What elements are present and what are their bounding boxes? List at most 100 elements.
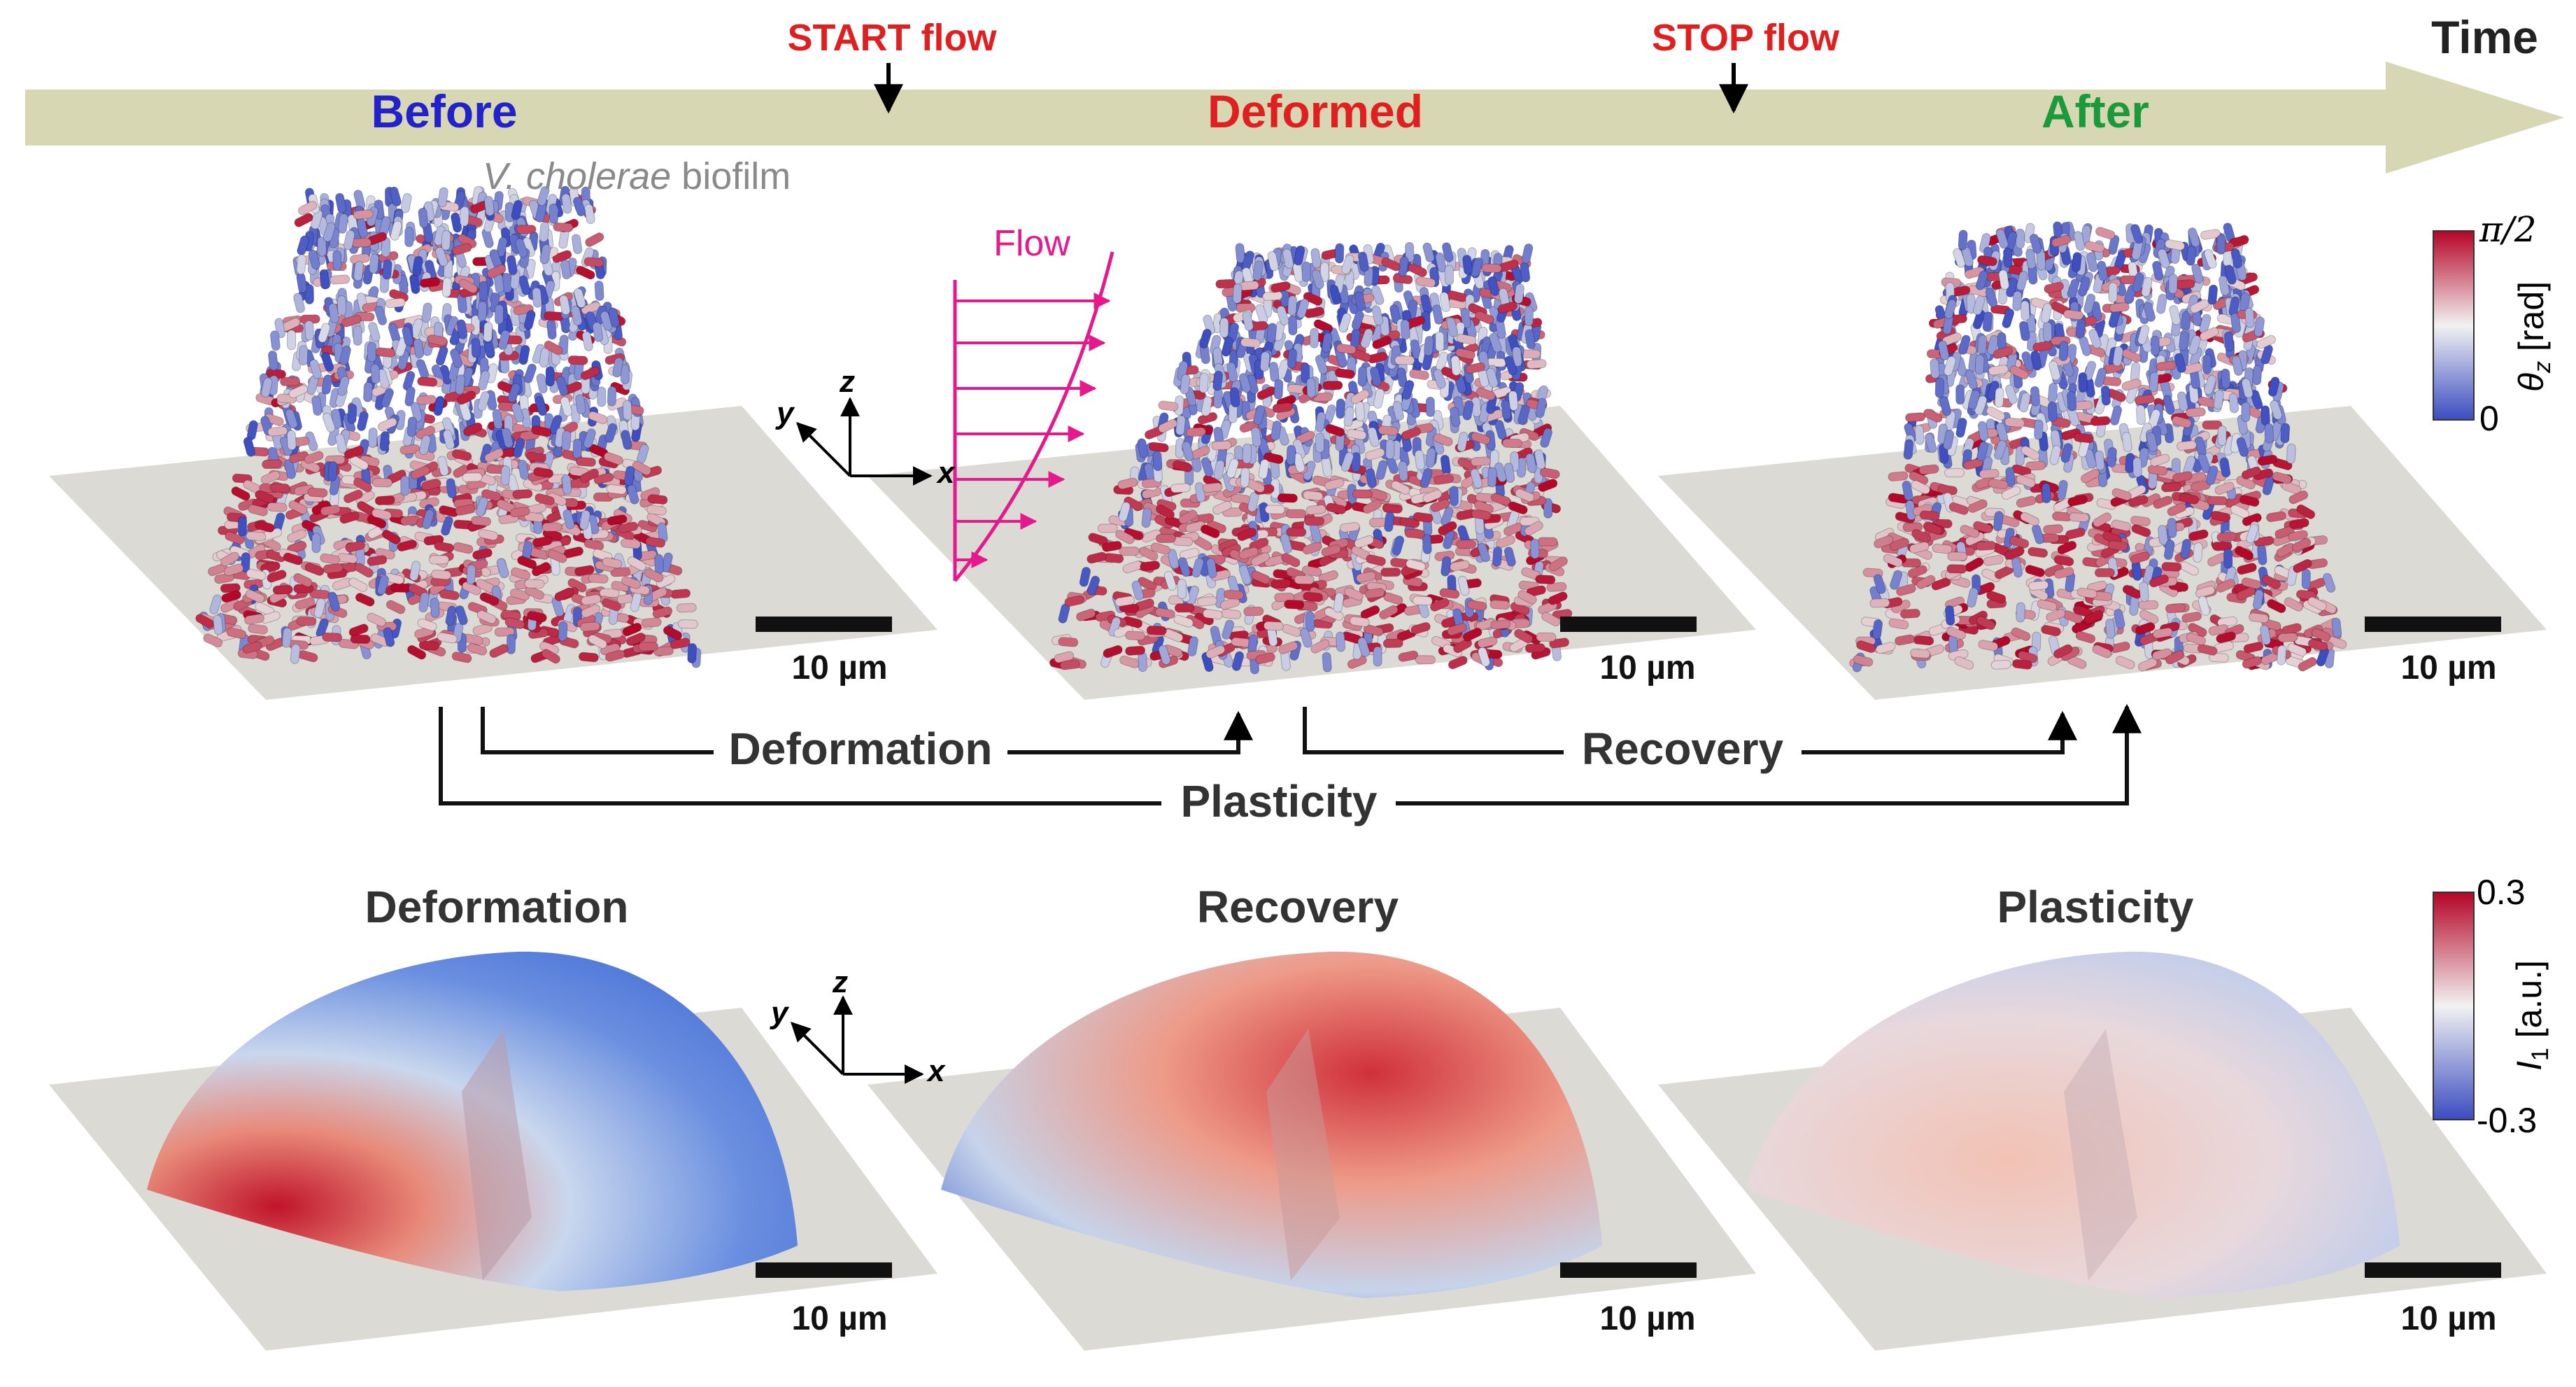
bacterial-cell (670, 638, 691, 649)
bacterial-cell (583, 257, 604, 268)
bacterial-cell (2168, 274, 2178, 294)
bacterial-cell (351, 238, 371, 248)
bacterial-cell (2043, 524, 2064, 535)
bacterial-cell (1286, 509, 1307, 519)
bacterial-cell (409, 274, 420, 295)
bacterial-cell (1305, 611, 1315, 632)
bacterial-cell (1944, 468, 1965, 478)
bacterial-cell (2041, 483, 2051, 504)
bacterial-cell (1232, 283, 1243, 304)
bacterial-cell (327, 461, 338, 481)
bacterial-cell (670, 589, 691, 599)
bacterial-cell (1354, 401, 1365, 422)
deformed-label: Deformed (1208, 85, 1423, 137)
bacterial-cell (1294, 575, 1315, 585)
bacterial-cell (1125, 631, 1146, 641)
bacterial-cell (607, 386, 617, 407)
bacterial-cell (466, 564, 476, 585)
bacterial-cell (320, 352, 334, 372)
bacterial-cell (2264, 423, 2274, 444)
bacterial-cell (320, 505, 341, 516)
bacterial-cell (1174, 603, 1195, 613)
bacterial-cell (1177, 579, 1187, 599)
bacterial-cell (1287, 295, 1298, 316)
scale-bar-label: 10 µm (1599, 649, 1695, 687)
bacterial-cell (2012, 290, 2023, 311)
bacterial-cell (431, 569, 452, 580)
bacterial-cell (1526, 359, 1547, 369)
bacterial-cell (1424, 335, 1434, 356)
bacterial-cell (1268, 361, 1280, 382)
bacterial-cell (2185, 407, 2206, 418)
bacterial-cell (1271, 579, 1291, 589)
panel-plasticity-map: 10 µm (1658, 951, 2547, 1351)
bacterial-cell (512, 489, 533, 499)
bacterial-cell (544, 311, 565, 321)
bacterial-cell (2071, 252, 2082, 272)
bacterial-cell (599, 588, 620, 598)
bacterial-cell (478, 370, 490, 390)
cell-cluster-before (195, 185, 702, 668)
bacterial-cell (2169, 305, 2181, 325)
bacterial-cell (2078, 372, 2088, 393)
bacterial-cell (1450, 355, 1462, 376)
bacterial-cell (2331, 617, 2342, 638)
bacterial-cell (483, 321, 493, 342)
bacterial-cell (2016, 602, 2025, 623)
bacterial-cell (1286, 444, 1296, 465)
bacterial-cell (2260, 405, 2270, 426)
bacterial-cell (542, 522, 562, 532)
bacterial-cell (2223, 331, 2235, 352)
bacterial-cell (304, 283, 314, 304)
bacterial-cell (2301, 568, 2311, 589)
bacterial-cell (407, 645, 427, 660)
bacterial-cell (2216, 234, 2226, 255)
bacterial-cell (374, 495, 395, 506)
biofilm-label: V. cholerae biofilm (483, 155, 791, 197)
deformation-bracket-label: Deformation (729, 724, 993, 774)
bacterial-cell (1435, 331, 1445, 352)
bacterial-cell (1899, 608, 1920, 619)
bacterial-cell (262, 459, 283, 470)
axis-z-label: z (839, 365, 855, 399)
bacterial-cell (2015, 228, 2025, 249)
bacterial-cell (322, 632, 343, 642)
bacterial-cell (1243, 606, 1264, 617)
bacterial-cell (1412, 596, 1433, 606)
bacterial-cell (418, 640, 439, 651)
bacterial-cell (1398, 460, 1408, 481)
bacterial-cell (1958, 230, 1968, 251)
scale-bar-label: 10 µm (791, 1300, 887, 1337)
colorbar-max: π/2 (2479, 209, 2537, 250)
bacterial-cell (2280, 423, 2291, 444)
recovery-bracket-label: Recovery (1582, 724, 1784, 774)
bacterial-cell (1287, 348, 1298, 369)
bacterial-cell (1994, 387, 2004, 408)
bacterial-cell (494, 304, 504, 325)
bacterial-cell (597, 386, 607, 407)
bacterial-cell (1947, 551, 1968, 561)
bacterial-cell (546, 319, 557, 340)
bacterial-cell (1944, 605, 1955, 626)
bacterial-cell (2109, 302, 2130, 313)
bacterial-cell (296, 254, 306, 275)
bacterial-cell (2105, 619, 2116, 639)
bacterial-cell (1336, 631, 1346, 652)
bacterial-cell (1378, 425, 1399, 436)
axis-z-label: z (832, 965, 848, 999)
axes-icon-top (796, 397, 933, 486)
bacterial-cell (2138, 600, 2159, 610)
bacterial-cell (2221, 368, 2231, 389)
bacterial-cell (1990, 659, 2011, 670)
bacterial-cell (272, 584, 293, 595)
bacterial-cell (507, 255, 518, 276)
panel-before: V. cholerae biofilm 10 µm (49, 155, 937, 700)
bacterial-cell (455, 374, 465, 395)
bacterial-cell (430, 598, 440, 618)
bacterial-cell (677, 619, 698, 629)
timeline: Before Deformed After START flow STOP fl… (25, 11, 2564, 174)
bacterial-cell (319, 269, 330, 290)
bacterial-cell (280, 376, 301, 386)
bacterial-cell (1199, 328, 1212, 349)
